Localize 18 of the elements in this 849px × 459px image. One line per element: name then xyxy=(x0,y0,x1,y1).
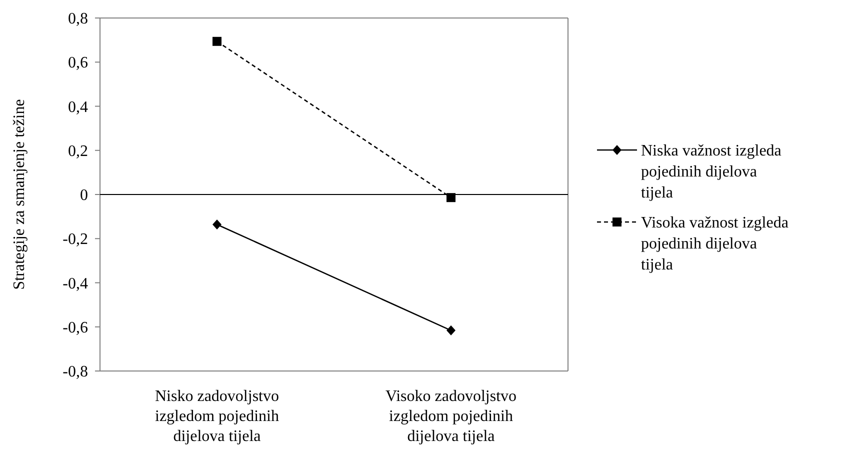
y-tick-label: 0,8 xyxy=(68,10,88,28)
y-tick-label: 0 xyxy=(80,187,88,204)
legend-label: Niska važnost izgleda pojedinih dijelova tijela xyxy=(641,142,782,202)
y-tick-label: -0,8 xyxy=(62,364,88,381)
y-tick-label: 0,2 xyxy=(68,142,88,160)
y-tick-label: 0,6 xyxy=(68,54,88,72)
legend-label: Visoka važnost izgleda pojedinih dijelova tijela xyxy=(641,214,788,274)
point xyxy=(212,220,222,230)
y-tick-label: 0,4 xyxy=(68,98,88,116)
x-tick-label: Visoko zadovoljstvo izgledom pojedinih dijelova tijela xyxy=(385,388,517,445)
y-tick-label: -0,2 xyxy=(62,231,88,248)
point xyxy=(212,36,222,46)
point xyxy=(446,193,456,202)
y-tick-label: -0,4 xyxy=(62,275,88,292)
x-tick-label: Nisko zadovoljstvo izgledom pojedinih dijelova tijela xyxy=(155,388,279,445)
y-axis-title: Strategije za smanjenje težine xyxy=(11,99,28,290)
y-tick-label: -0,6 xyxy=(62,319,88,336)
point xyxy=(446,325,456,336)
